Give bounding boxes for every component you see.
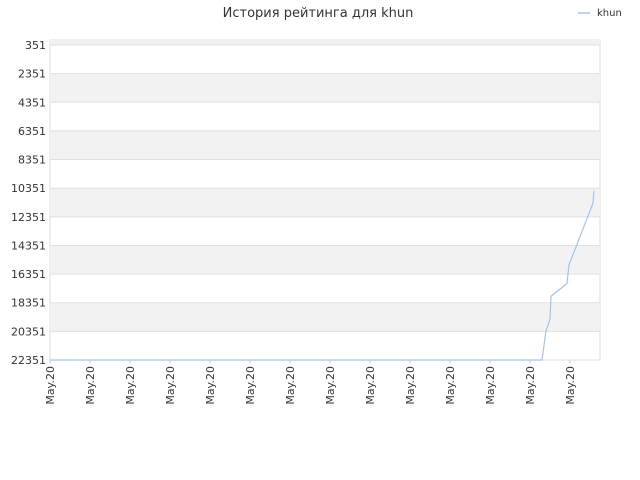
x-tick-label: May.20 [164, 366, 177, 405]
chart-title: История рейтинга для khun [223, 6, 414, 21]
y-tick-label: 14351 [11, 239, 46, 252]
band [50, 188, 600, 217]
y-tick-label: 22351 [11, 354, 46, 367]
x-tick-label: May.20 [444, 366, 457, 405]
band [50, 245, 600, 275]
y-tick-label: 8351 [18, 154, 46, 167]
legend-label: khun [597, 8, 622, 19]
y-tick-label: 18351 [11, 297, 46, 310]
x-tick-label: May.20 [364, 366, 377, 405]
line [50, 190, 595, 361]
x-tick-label: May.20 [44, 366, 57, 405]
y-tick-label: 4351 [18, 96, 46, 109]
band [50, 73, 600, 103]
y-tick-label: 351 [25, 39, 46, 52]
x-tick-label: May.20 [524, 366, 537, 405]
y-tick-label: 12351 [11, 211, 46, 224]
x-tick-label: May.20 [244, 366, 257, 405]
band [50, 130, 600, 160]
x-tick-label: May.20 [284, 366, 297, 405]
band [50, 40, 600, 46]
band [50, 302, 600, 332]
x-tick-label: May.20 [204, 366, 217, 405]
y-tick-label: 10351 [11, 182, 46, 195]
x-tick-label: May.20 [84, 366, 97, 405]
y-tick-label: 16351 [11, 268, 46, 281]
x-tick-label: May.20 [324, 366, 337, 405]
y-tick-label: 20351 [11, 325, 46, 338]
x-tick-label: May.20 [404, 366, 417, 405]
x-tick-label: May.20 [124, 366, 137, 405]
y-tick-label: 6351 [18, 125, 46, 138]
x-tick-label: May.20 [564, 366, 577, 405]
x-tick-label: May.20 [484, 366, 497, 405]
y-tick-label: 2351 [18, 68, 46, 81]
